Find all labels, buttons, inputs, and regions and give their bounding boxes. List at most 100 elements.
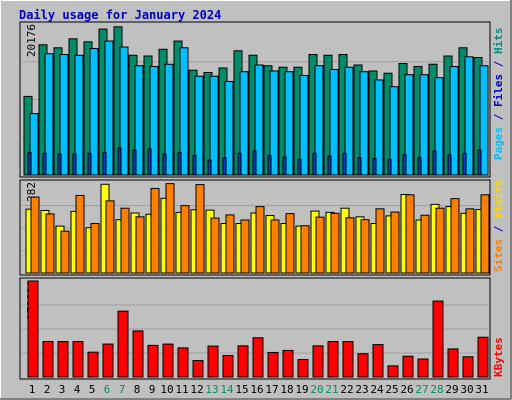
bar-files-day-20 — [314, 65, 324, 176]
bar-kbytes-day-3 — [57, 341, 69, 378]
day-label-15: 15 — [235, 383, 248, 396]
bar-files-day-2 — [44, 53, 54, 176]
bar-sites-day-19 — [300, 225, 310, 274]
bar-sites-day-27 — [420, 214, 430, 274]
day-label-7: 7 — [119, 383, 126, 396]
bar-sites-day-26 — [405, 194, 415, 274]
day-label-20: 20 — [310, 383, 323, 396]
bar-pages-day-9 — [147, 148, 152, 176]
bar-files-day-15 — [239, 71, 249, 176]
day-label-8: 8 — [134, 383, 141, 396]
day-label-18: 18 — [280, 383, 293, 396]
bar-pages-day-30 — [462, 152, 467, 176]
day-label-28: 28 — [430, 383, 443, 396]
legend-segment: / — [492, 107, 505, 127]
bar-sites-day-3 — [60, 230, 70, 274]
bar-sites-day-12 — [195, 184, 205, 274]
bar-pages-day-19 — [297, 158, 302, 176]
day-label-27: 27 — [415, 383, 428, 396]
bar-kbytes-day-23 — [357, 353, 369, 378]
bar-files-day-27 — [419, 74, 429, 176]
bar-files-day-12 — [194, 75, 204, 176]
bar-pages-day-3 — [57, 153, 62, 176]
legend-kbytes: KBytes — [492, 337, 505, 377]
bar-pages-day-24 — [372, 158, 377, 176]
panel-frame-visits — [19, 179, 491, 276]
bar-sites-day-15 — [240, 219, 250, 274]
day-label-30: 30 — [460, 383, 473, 396]
bar-files-day-22 — [344, 66, 354, 176]
bar-kbytes-day-11 — [177, 347, 189, 378]
bar-kbytes-day-7 — [117, 310, 129, 378]
legend-segment: Sites — [492, 239, 505, 272]
bar-files-day-16 — [254, 64, 264, 176]
bar-sites-day-25 — [390, 211, 400, 274]
bar-files-day-28 — [434, 77, 444, 176]
legend-visits-sites: Sites / Visits — [492, 179, 505, 272]
day-label-4: 4 — [74, 383, 81, 396]
bar-files-day-4 — [74, 54, 84, 176]
bar-files-day-23 — [359, 71, 369, 176]
day-label-19: 19 — [295, 383, 308, 396]
day-label-2: 2 — [44, 383, 51, 396]
bar-kbytes-day-12 — [192, 360, 204, 378]
day-label-24: 24 — [370, 383, 384, 396]
bar-kbytes-day-24 — [372, 344, 384, 378]
bar-files-day-13 — [209, 75, 219, 176]
legend-segment: / — [492, 54, 505, 74]
bar-pages-day-16 — [252, 150, 257, 176]
bar-pages-day-5 — [87, 152, 92, 176]
legend-segment: Pages — [492, 127, 505, 160]
bar-kbytes-day-16 — [252, 337, 264, 378]
bar-layer — [23, 26, 490, 378]
bar-sites-day-24 — [375, 208, 385, 274]
bar-sites-day-2 — [45, 213, 55, 274]
bar-kbytes-day-1 — [27, 280, 39, 378]
day-label-1: 1 — [29, 383, 36, 396]
bar-pages-day-2 — [42, 152, 47, 176]
bar-kbytes-day-13 — [207, 345, 219, 378]
bar-pages-day-10 — [162, 153, 167, 176]
day-label-11: 11 — [175, 383, 188, 396]
bar-pages-day-17 — [267, 155, 272, 176]
bar-pages-day-26 — [402, 154, 407, 176]
bar-files-day-1 — [29, 113, 39, 176]
bar-pages-day-25 — [387, 158, 392, 176]
day-label-22: 22 — [340, 383, 353, 396]
bar-pages-day-1 — [27, 152, 32, 176]
bar-sites-day-28 — [435, 207, 445, 274]
bar-kbytes-day-20 — [312, 345, 324, 378]
bar-kbytes-day-29 — [447, 348, 459, 378]
day-label-13: 13 — [205, 383, 218, 396]
bar-pages-day-12 — [192, 155, 197, 176]
bar-files-day-31 — [479, 65, 489, 176]
chart-title: Daily usage for January 2024 — [19, 8, 221, 22]
bar-kbytes-day-8 — [132, 330, 144, 378]
bar-sites-day-17 — [270, 219, 280, 274]
bar-sites-day-5 — [90, 223, 100, 274]
bar-kbytes-day-6 — [102, 343, 114, 378]
legend-layer: Pages / Files / Hits Sites / Visits KBytes — [492, 28, 505, 378]
bar-kbytes-day-10 — [162, 343, 174, 378]
bar-files-day-10 — [164, 63, 174, 176]
bar-kbytes-day-26 — [402, 355, 414, 378]
bar-kbytes-day-22 — [342, 341, 354, 378]
bar-pages-day-22 — [342, 152, 347, 176]
day-label-3: 3 — [59, 383, 66, 396]
bar-files-day-26 — [404, 74, 414, 176]
bar-files-day-21 — [329, 68, 339, 176]
day-label-9: 9 — [149, 383, 156, 396]
legend-segment: Hits — [492, 28, 505, 55]
bar-sites-day-22 — [345, 217, 355, 274]
bar-files-day-19 — [299, 74, 309, 176]
bar-sites-day-1 — [30, 196, 40, 274]
bar-files-day-25 — [389, 86, 399, 176]
bar-sites-day-13 — [210, 217, 220, 274]
bar-files-day-8 — [134, 65, 144, 176]
day-label-6: 6 — [104, 383, 111, 396]
bar-files-day-11 — [179, 47, 189, 176]
bar-pages-day-11 — [177, 152, 182, 176]
bar-sites-day-7 — [120, 207, 130, 274]
bar-pages-day-7 — [117, 147, 122, 176]
bar-pages-day-31 — [477, 149, 482, 176]
